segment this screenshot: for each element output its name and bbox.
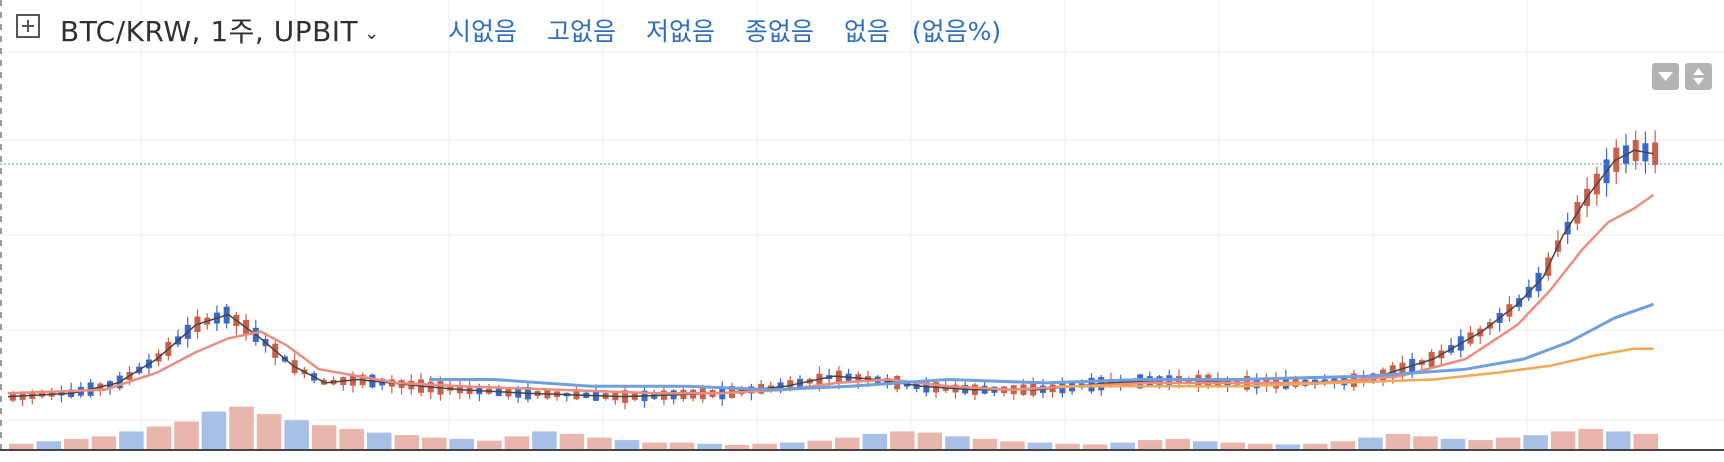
symbol-label: BTC/KRW, 1주, UPBIT — [60, 15, 359, 48]
volume-bar — [972, 438, 998, 450]
volume-bar — [477, 440, 502, 450]
volume-bar — [449, 438, 475, 450]
chart-legend-header: BTC/KRW, 1주, UPBIT ⌄ 시없음 고없음 저없음 종없음 없음 (없… — [0, 0, 1724, 52]
volume-bar — [724, 445, 750, 450]
volume-bar — [1330, 441, 1356, 450]
candle-body — [1652, 142, 1659, 166]
volume-bar — [1303, 443, 1328, 450]
volume-bar — [807, 440, 832, 450]
triangle-down-icon — [1658, 72, 1673, 81]
volume-bar — [559, 433, 585, 450]
volume-bar — [1165, 438, 1190, 450]
volume-bar — [697, 443, 722, 450]
volume-bar — [1000, 441, 1025, 450]
volume-bar — [174, 421, 199, 450]
volume-bar — [422, 437, 447, 450]
volume-bar — [1248, 443, 1273, 450]
moving-average-line-ma-short — [7, 149, 1654, 398]
volume-bar — [311, 425, 337, 450]
volume-bar — [1192, 441, 1218, 450]
open-value: 시없음 — [448, 17, 518, 46]
volume-bar — [1468, 440, 1493, 450]
volume-bar — [1220, 442, 1245, 450]
symbol-title[interactable]: BTC/KRW, 1주, UPBIT ⌄ — [60, 10, 380, 50]
moving-average-line-ma-mid — [7, 193, 1655, 395]
expand-toggle-icon[interactable] — [16, 14, 40, 38]
collapse-pane-button[interactable] — [1652, 63, 1679, 90]
volume-bar — [256, 414, 282, 450]
volume-bar — [9, 443, 34, 450]
volume-bar — [1137, 440, 1163, 450]
volume-bar — [1495, 437, 1521, 450]
volume-bar — [614, 440, 640, 450]
volume-bar — [1358, 437, 1383, 450]
volume-bar — [1633, 433, 1658, 450]
change-percent-value: (없음%) — [911, 17, 1002, 46]
volume-bar — [394, 435, 419, 450]
volume-bar — [1413, 436, 1438, 450]
volume-bar — [890, 431, 915, 450]
volume-bar — [532, 431, 557, 450]
volume-bar — [366, 432, 392, 450]
volume-bar — [36, 441, 62, 450]
volume-bar — [779, 442, 805, 450]
low-value: 저없음 — [645, 17, 715, 46]
volume-bar — [1523, 435, 1548, 450]
volume-bar — [339, 428, 364, 450]
volume-bar — [1027, 442, 1053, 450]
moving-average-line-ma-longest — [1057, 347, 1654, 388]
volume-bar — [642, 442, 667, 450]
ohlc-readout: 시없음 고없음 저없음 종없음 없음 (없음%) — [448, 12, 1023, 48]
volume-bar — [835, 437, 860, 450]
volume-bar — [917, 432, 943, 450]
volume-bar — [1440, 438, 1466, 450]
volume-bar — [64, 438, 89, 450]
close-value: 종없음 — [744, 17, 814, 46]
volume-bar — [201, 411, 227, 450]
volume-bar — [752, 443, 777, 450]
volume-bar — [504, 436, 530, 450]
volume-bar — [1385, 433, 1411, 450]
volume-bar — [1110, 442, 1135, 450]
volume-bar — [587, 437, 612, 450]
volume-bar — [229, 406, 254, 450]
volume-bar — [1275, 444, 1301, 450]
volume-bar — [91, 436, 117, 450]
volume-bar — [146, 426, 172, 450]
up-down-arrows-icon — [1693, 68, 1704, 85]
volume-bar — [1578, 428, 1603, 450]
volume-bar — [945, 436, 970, 450]
volume-bar — [1605, 431, 1631, 450]
volume-bar — [862, 433, 888, 450]
volume-bar — [1055, 443, 1080, 450]
volume-bar — [1550, 431, 1576, 450]
moving-average-line-ma-long — [429, 302, 1654, 392]
volume-bar — [669, 442, 695, 450]
pane-resize-button[interactable] — [1685, 63, 1712, 90]
volume-bar — [284, 420, 309, 450]
chevron-down-icon: ⌄ — [364, 22, 380, 44]
change-value: 없음 — [843, 17, 890, 46]
volume-bar — [1082, 444, 1108, 450]
volume-bar — [119, 431, 144, 450]
high-value: 고없음 — [546, 17, 616, 46]
